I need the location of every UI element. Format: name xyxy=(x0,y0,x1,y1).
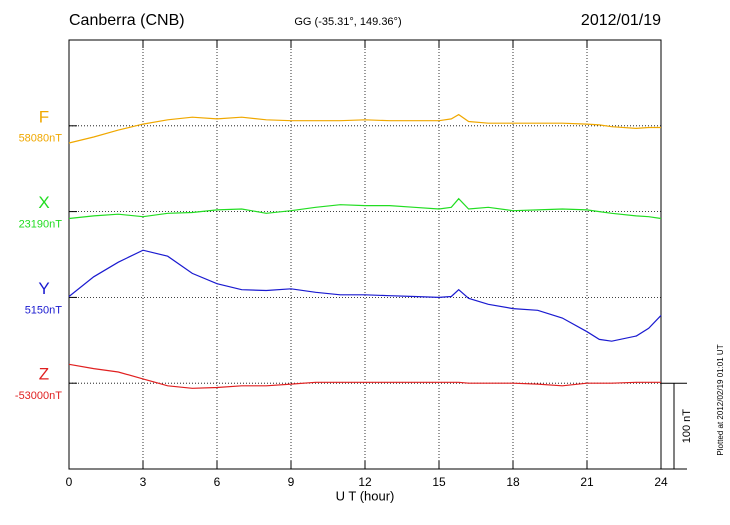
series-line xyxy=(68,197,662,220)
chart-title: Canberra (CNB) xyxy=(69,12,185,29)
x-axis-label: U T (hour) xyxy=(336,488,395,503)
x-tick-label: 0 xyxy=(66,475,73,489)
x-tick-label: 18 xyxy=(506,475,520,489)
footnote: Plotted at 2012/02/19 01:01 UT xyxy=(716,344,725,455)
x-tick-label: 6 xyxy=(214,475,221,489)
x-tick-label: 15 xyxy=(432,475,446,489)
series-line xyxy=(68,249,662,342)
baseline-label: 5150nT xyxy=(25,304,63,316)
x-tick-label: 21 xyxy=(580,475,594,489)
series-name: X xyxy=(38,193,49,212)
series-name: F xyxy=(39,107,49,126)
baseline-label: -53000nT xyxy=(15,390,62,402)
x-tick-label: 9 xyxy=(288,475,295,489)
baseline-label: 23190nT xyxy=(19,219,63,231)
x-tick-label: 3 xyxy=(140,475,147,489)
x-tick-label: 24 xyxy=(654,475,668,489)
series-line xyxy=(68,113,661,144)
plot-frame xyxy=(68,39,662,470)
chart-date: 2012/01/19 xyxy=(581,12,661,29)
baseline-label: 58080nT xyxy=(19,133,63,145)
series-name: Z xyxy=(39,365,49,384)
chart-subtitle: GG (-35.31°, 149.36°) xyxy=(294,16,401,28)
scale-bar-label: 100 nT xyxy=(681,409,693,444)
series-name: Y xyxy=(38,279,49,298)
x-tick-label: 12 xyxy=(358,475,372,489)
series-line xyxy=(68,363,661,389)
